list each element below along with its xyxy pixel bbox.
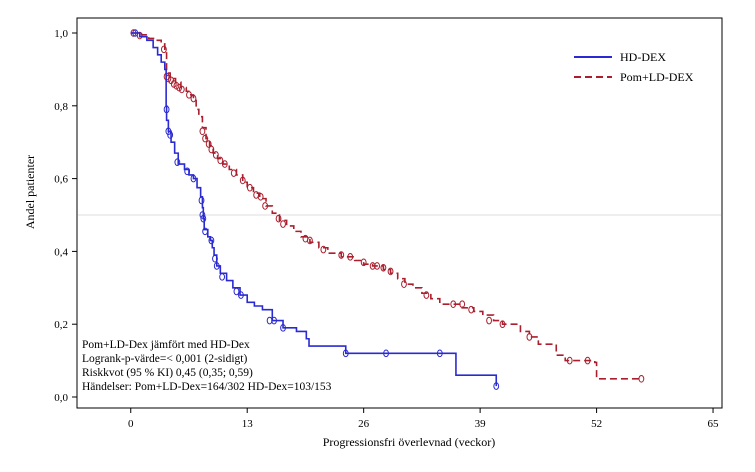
censor-mark-pom-ld-dex: [205, 140, 212, 148]
censor-mark-pom-ld-dex: [230, 169, 237, 177]
annotation-hazard-ratio: Riskkvot (95 % KI) 0,45 (0,35; 0,59): [82, 367, 253, 379]
censor-mark-hd-dex: [436, 349, 443, 358]
censor-mark-hd-dex: [167, 131, 174, 139]
censor-mark-pom-ld-dex: [566, 356, 573, 365]
censor-mark-hd-dex: [238, 291, 244, 299]
y-tick-label: 1,0: [54, 28, 68, 40]
series-layer: [130, 29, 645, 390]
censor-mark-pom-ld-dex: [486, 316, 492, 325]
censor-mark-hd-dex: [184, 167, 191, 176]
x-tick-label: 52: [591, 418, 602, 430]
censor-mark-pom-ld-dex: [190, 94, 197, 103]
censor-mark-pom-ld-dex: [380, 263, 387, 272]
x-tick-label: 65: [708, 418, 720, 430]
censor-mark-pom-ld-dex: [387, 267, 394, 276]
censor-mark-pom-ld-dex: [401, 280, 407, 288]
x-tick-label: 26: [358, 418, 370, 430]
censor-mark-pom-ld-dex: [160, 45, 167, 54]
censor-mark-pom-ld-dex: [374, 262, 381, 270]
censor-mark-pom-ld-dex: [212, 151, 219, 159]
censor-mark-hd-dex: [271, 316, 277, 325]
censor-mark-pom-ld-dex: [338, 251, 345, 259]
y-axis-title: Andel patienter: [23, 155, 37, 229]
legend: HD-DEX Pom+LD-DEX: [574, 50, 694, 84]
censor-mark-hd-dex: [212, 254, 218, 263]
censor-mark-pom-ld-dex: [202, 134, 209, 143]
censor-mark-hd-dex: [233, 287, 240, 296]
censor-mark-pom-ld-dex: [280, 220, 286, 228]
censor-mark-hd-dex: [342, 349, 349, 358]
censor-mark-hd-dex: [132, 29, 139, 37]
censor-mark-pom-ld-dex: [246, 183, 253, 192]
censor-mark-pom-ld-dex: [638, 375, 645, 383]
censor-mark-pom-ld-dex: [526, 333, 533, 341]
censor-mark-pom-ld-dex: [584, 356, 591, 365]
censor-mark-hd-dex: [202, 227, 209, 236]
censor-mark-hd-dex: [163, 105, 170, 114]
censor-mark-pom-ld-dex: [423, 291, 430, 299]
x-tick-label: 0: [128, 418, 134, 430]
censor-mark-hd-dex: [383, 349, 389, 358]
censor-mark-pom-ld-dex: [239, 176, 246, 185]
y-tick-label: 0,6: [54, 174, 68, 186]
legend-label-pom-ld-dex: Pom+LD-DEX: [620, 70, 694, 84]
censor-mark-pom-ld-dex: [499, 320, 506, 329]
censor-mark-hd-dex: [199, 211, 206, 219]
censor-mark-pom-ld-dex: [178, 85, 185, 94]
censor-mark-pom-ld-dex: [307, 236, 313, 245]
censor-mark-hd-dex: [219, 273, 226, 281]
censor-mark-pom-ld-dex: [186, 91, 192, 99]
censor-mark-pom-ld-dex: [459, 300, 466, 308]
y-tick-label: 0,2: [54, 319, 68, 331]
y-tick-label: 0,4: [54, 246, 68, 258]
censor-mark-pom-ld-dex: [360, 258, 367, 267]
censor-mark-hd-dex: [213, 262, 220, 270]
y-tick-label: 0,0: [54, 392, 68, 404]
x-axis-ticks: 0 13 26 39 52 65: [128, 408, 719, 430]
censor-mark-hd-dex: [190, 174, 197, 183]
censor-mark-pom-ld-dex: [199, 127, 206, 136]
legend-label-hd-dex: HD-DEX: [620, 50, 666, 64]
censor-mark-pom-ld-dex: [257, 193, 264, 201]
censor-mark-pom-ld-dex: [320, 245, 327, 254]
censor-mark-pom-ld-dex: [221, 160, 228, 168]
censor-mark-hd-dex: [200, 214, 207, 223]
censor-mark-pom-ld-dex: [347, 253, 354, 261]
censor-mark-hd-dex: [208, 236, 215, 245]
series-line-hd-dex: [130, 32, 498, 387]
x-axis-title: Progressionsfri överlevnad (veckor): [323, 435, 496, 449]
y-tick-label: 0,8: [54, 101, 68, 113]
censor-mark-hd-dex: [493, 382, 500, 390]
x-tick-label: 39: [475, 418, 487, 430]
censor-mark-pom-ld-dex: [262, 202, 269, 210]
censor-mark-pom-ld-dex: [275, 214, 282, 223]
annotation-logrank: Logrank-p-värde=< 0,001 (2-sidigt): [82, 353, 247, 365]
censor-mark-hd-dex: [198, 196, 205, 205]
series-line-pom-ld-dex: [130, 32, 642, 380]
annotation-events: Händelser: Pom+LD-Dex=164/302 HD-Dex=103…: [82, 381, 332, 393]
censor-mark-pom-ld-dex: [468, 305, 475, 314]
censor-mark-pom-ld-dex: [208, 145, 215, 154]
censor-mark-pom-ld-dex: [217, 156, 224, 165]
plot-frame: [76, 17, 723, 409]
y-axis-ticks: 0,0 0,2 0,4 0,6 0,8 1,0: [54, 28, 77, 404]
annotation-comparison: Pom+LD-Dex jämfört med HD-Dex: [82, 339, 250, 351]
censor-mark-pom-ld-dex: [450, 300, 457, 308]
x-tick-label: 13: [242, 418, 254, 430]
annotation-box: Pom+LD-Dex jämfört med HD-Dex Logrank-p-…: [82, 339, 332, 393]
censor-mark-hd-dex: [174, 158, 181, 167]
censor-mark-hd-dex: [280, 324, 286, 332]
